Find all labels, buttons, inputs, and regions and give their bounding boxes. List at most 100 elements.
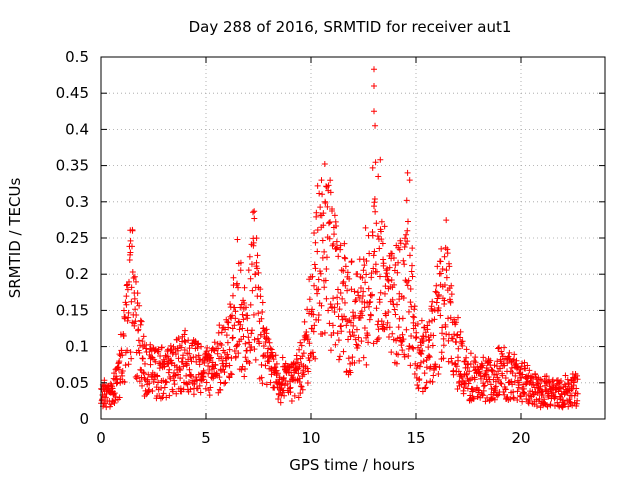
data-point	[404, 282, 411, 289]
data-point	[225, 319, 232, 326]
data-point	[415, 384, 422, 391]
data-point	[279, 354, 286, 361]
data-point	[194, 341, 201, 348]
data-point	[494, 392, 501, 399]
data-point	[143, 348, 150, 355]
data-point	[434, 263, 441, 270]
data-point	[207, 384, 214, 391]
data-point	[197, 356, 204, 363]
data-point	[270, 356, 277, 363]
data-point	[229, 292, 236, 299]
data-point	[334, 286, 341, 293]
data-point	[304, 379, 311, 386]
data-point	[235, 284, 242, 291]
data-point	[457, 334, 464, 341]
data-point	[361, 299, 368, 306]
data-point	[336, 306, 343, 313]
data-point	[420, 338, 427, 345]
data-point	[506, 349, 513, 356]
data-point	[471, 357, 478, 364]
data-point	[371, 195, 378, 202]
data-point	[517, 393, 524, 400]
y-tick-label: 0.45	[56, 84, 89, 102]
data-point	[492, 383, 499, 390]
data-point	[180, 352, 187, 359]
data-point	[376, 245, 383, 252]
data-point	[497, 356, 504, 363]
data-point	[337, 242, 344, 249]
data-point	[148, 353, 155, 360]
data-point	[499, 372, 506, 379]
data-point	[544, 403, 551, 410]
data-point	[363, 361, 370, 368]
data-point	[128, 298, 135, 305]
data-point	[134, 290, 141, 297]
data-point	[309, 273, 316, 280]
data-point	[327, 189, 334, 196]
data-point	[351, 288, 358, 295]
data-point	[161, 384, 168, 391]
data-point	[558, 377, 565, 384]
data-point	[125, 361, 132, 368]
data-point	[385, 334, 392, 341]
data-point	[327, 347, 334, 354]
data-point	[311, 322, 318, 329]
data-point	[237, 267, 244, 274]
data-point	[120, 332, 127, 339]
data-point	[297, 383, 304, 390]
data-point	[181, 331, 188, 338]
data-point	[443, 217, 450, 224]
data-point	[346, 275, 353, 282]
data-point	[314, 248, 321, 255]
data-point	[416, 376, 423, 383]
data-point	[223, 360, 230, 367]
data-point	[228, 371, 235, 378]
data-point	[396, 246, 403, 253]
data-point	[403, 197, 410, 204]
data-point	[537, 383, 544, 390]
data-point	[173, 390, 180, 397]
data-point	[102, 394, 109, 401]
data-point	[258, 315, 265, 322]
data-point	[547, 401, 554, 408]
data-point	[242, 354, 249, 361]
data-point	[193, 377, 200, 384]
data-point	[306, 340, 313, 347]
data-point	[336, 353, 343, 360]
data-point	[263, 326, 270, 333]
data-point	[131, 322, 138, 329]
data-point	[472, 359, 479, 366]
data-point	[296, 346, 303, 353]
data-point	[366, 316, 373, 323]
data-point	[354, 342, 361, 349]
data-point	[447, 314, 454, 321]
data-point	[350, 322, 357, 329]
data-point	[381, 223, 388, 230]
data-point	[216, 374, 223, 381]
data-point	[175, 335, 182, 342]
y-axis-ticks: 0 0.05 0.1 0.15 0.2 0.25 0.3 0.35 0.4 0.45 0.5	[56, 48, 605, 428]
data-point	[221, 380, 228, 387]
data-point	[125, 309, 132, 316]
data-point	[190, 391, 197, 398]
data-point	[425, 344, 432, 351]
data-point	[257, 293, 264, 300]
data-point	[128, 284, 135, 291]
data-point	[335, 337, 342, 344]
data-point	[374, 233, 381, 240]
data-point	[321, 329, 328, 336]
data-point	[160, 390, 167, 397]
data-point	[204, 344, 211, 351]
data-point	[371, 248, 378, 255]
data-point	[245, 334, 252, 341]
data-point	[207, 354, 214, 361]
data-point	[516, 392, 523, 399]
data-point	[119, 372, 126, 379]
data-point	[382, 283, 389, 290]
data-point	[497, 379, 504, 386]
data-point	[362, 279, 369, 286]
data-point	[335, 253, 342, 260]
data-point	[141, 360, 148, 367]
data-point	[565, 380, 572, 387]
data-point	[442, 323, 449, 330]
